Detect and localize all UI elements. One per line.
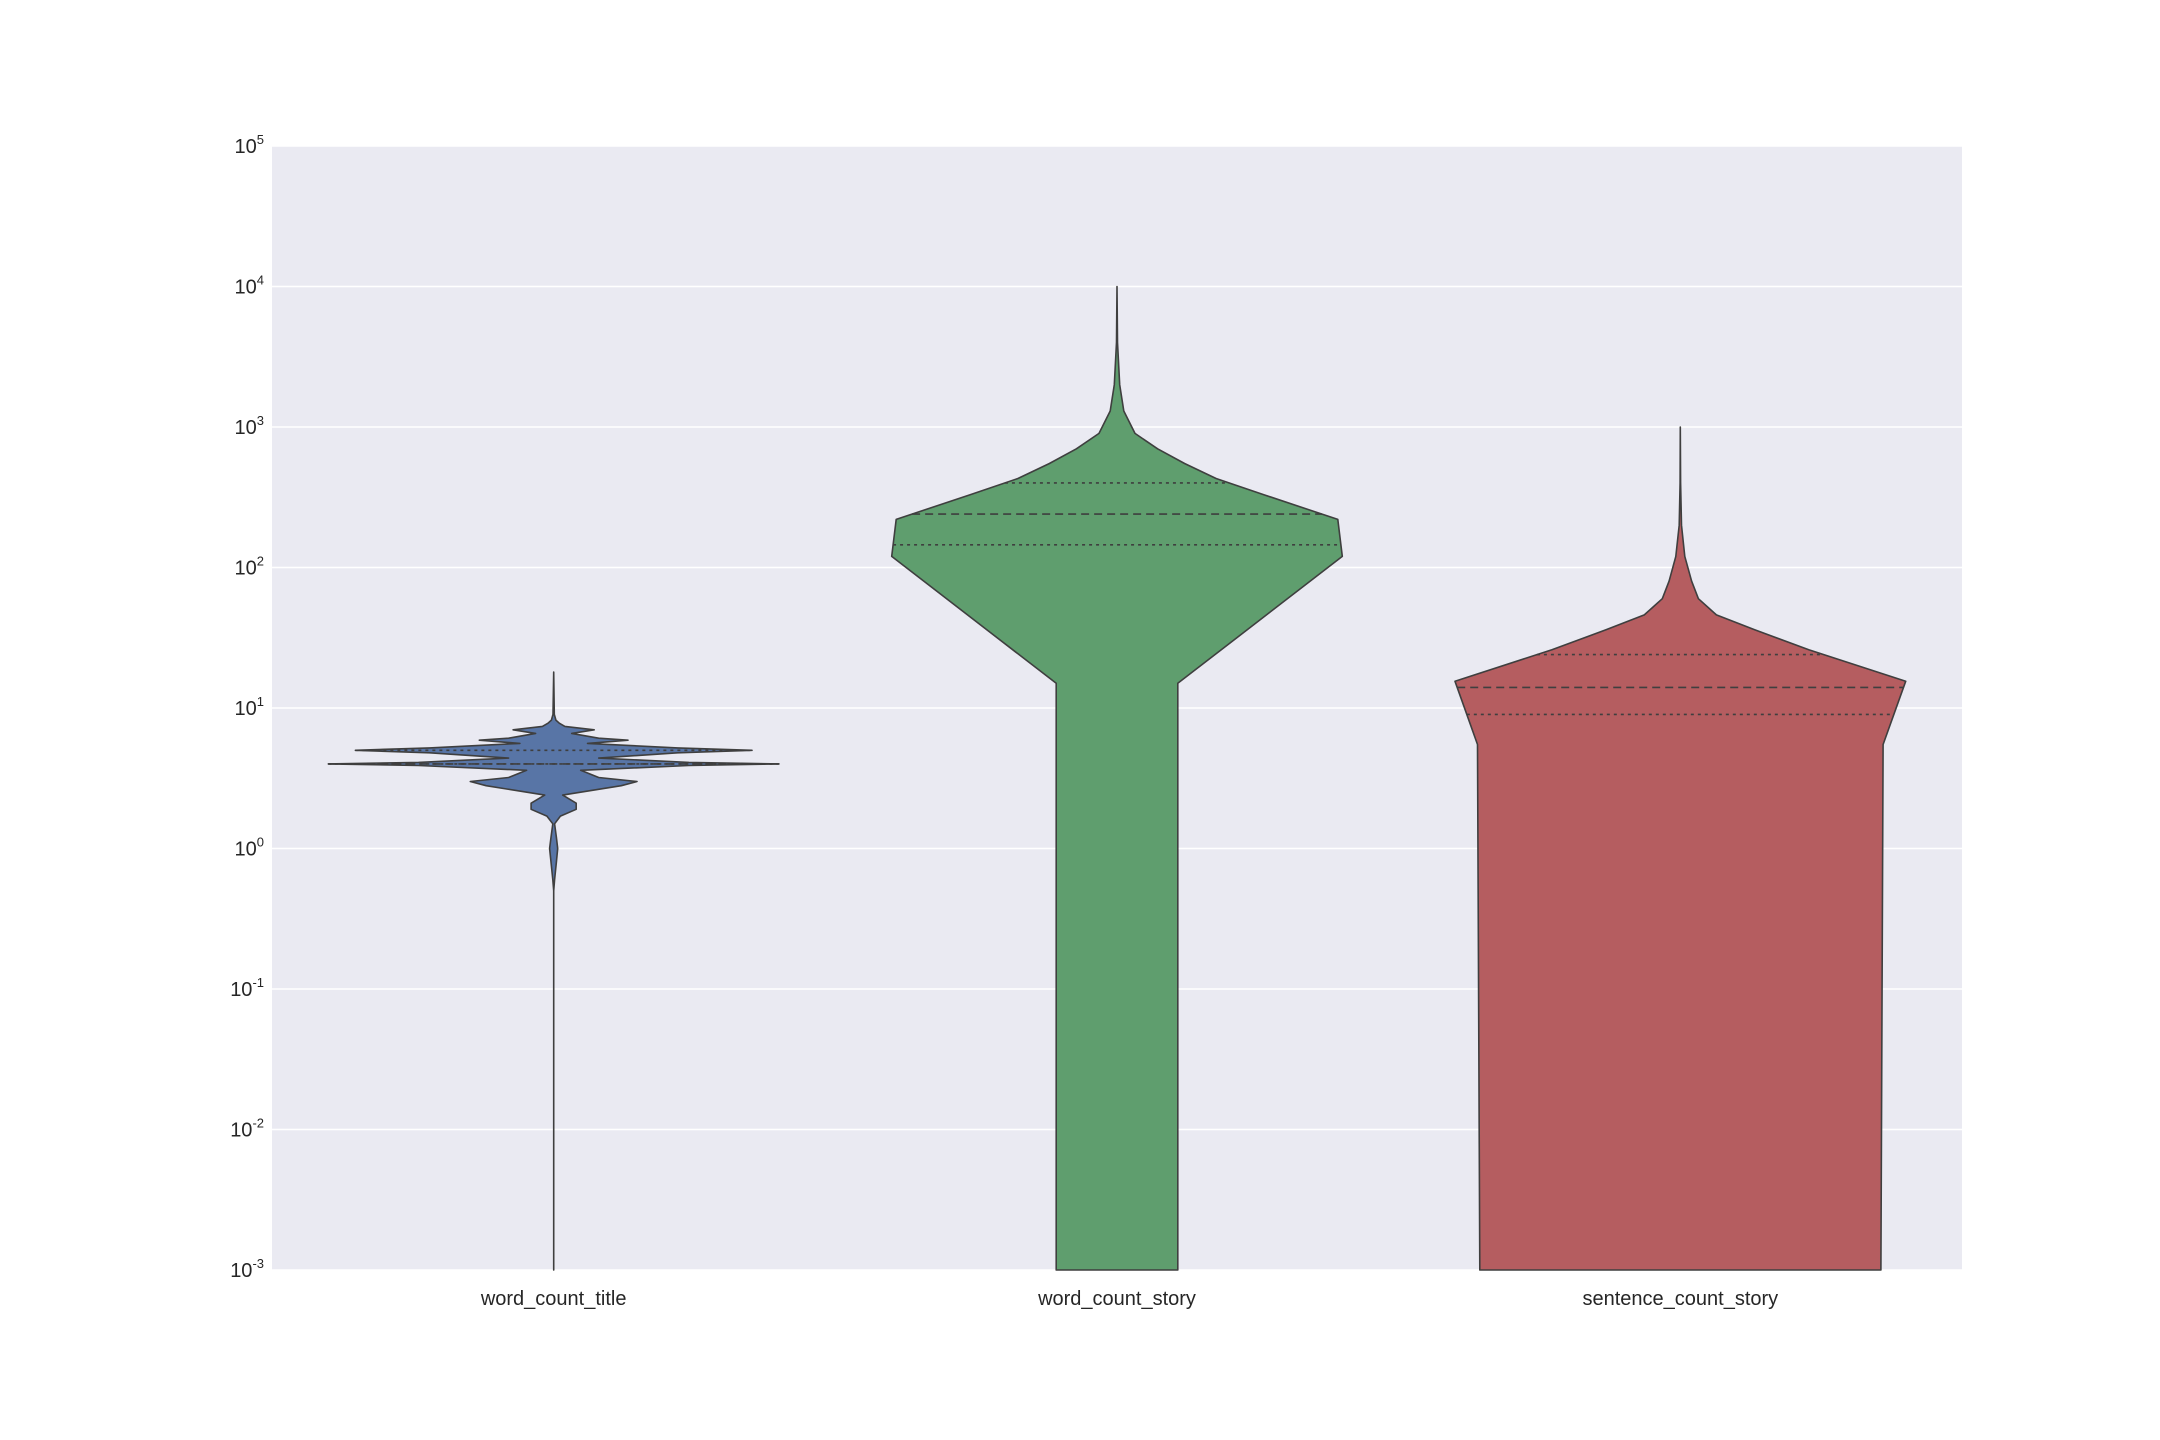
- violin-body: [1454, 426, 1907, 1271]
- y-tick-label: 10-1: [230, 975, 264, 1001]
- y-tick-label: 105: [235, 132, 264, 158]
- x-tick-label: sentence_count_story: [1582, 1288, 1778, 1310]
- x-tick-label: word_count_title: [480, 1288, 627, 1310]
- y-tick-label: 104: [235, 273, 264, 299]
- y-tick-label: 100: [235, 835, 264, 861]
- y-tick-label: 103: [235, 413, 264, 439]
- violin-body: [327, 671, 780, 1271]
- y-tick-label: 10-2: [230, 1116, 264, 1142]
- y-tick-label: 101: [235, 694, 264, 720]
- y-tick-label: 10-3: [230, 1256, 264, 1282]
- violins: [327, 285, 1907, 1271]
- y-axis-ticks: 10-3 10-2 10-1 100 101 102 103 104 105: [230, 132, 264, 1282]
- x-axis-ticks: word_count_title word_count_story sentence…: [480, 1288, 1778, 1310]
- x-tick-label: word_count_story: [1037, 1288, 1196, 1310]
- violin-body: [890, 285, 1344, 1271]
- y-tick-label: 102: [235, 554, 264, 580]
